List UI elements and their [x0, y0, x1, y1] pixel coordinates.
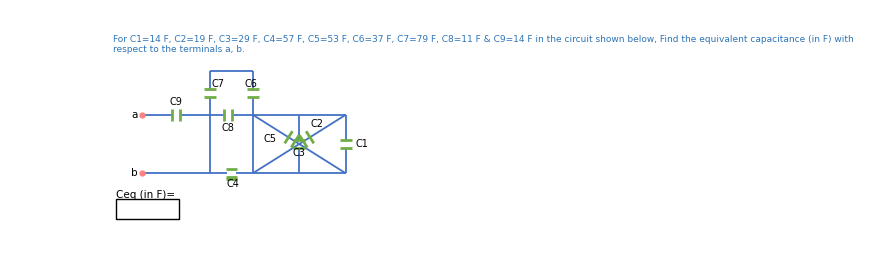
- Text: C2: C2: [311, 119, 324, 129]
- Text: C3: C3: [293, 148, 305, 158]
- Text: Ceq (in F)=: Ceq (in F)=: [116, 190, 175, 200]
- Text: C6: C6: [245, 79, 257, 89]
- Text: b: b: [130, 168, 137, 178]
- Text: C8: C8: [221, 123, 234, 133]
- Text: C7: C7: [212, 79, 224, 89]
- Text: a: a: [131, 110, 137, 120]
- Text: C5: C5: [263, 134, 276, 144]
- Text: respect to the terminals a, b.: respect to the terminals a, b.: [113, 45, 245, 54]
- Text: C1: C1: [356, 139, 368, 149]
- Text: C9: C9: [170, 97, 183, 107]
- Text: C4: C4: [227, 179, 240, 189]
- Text: For C1=14 F, C2=19 F, C3=29 F, C4=57 F, C5=53 F, C6=37 F, C7=79 F, C8=11 F & C9=: For C1=14 F, C2=19 F, C3=29 F, C4=57 F, …: [113, 35, 854, 44]
- Bar: [116, 199, 179, 219]
